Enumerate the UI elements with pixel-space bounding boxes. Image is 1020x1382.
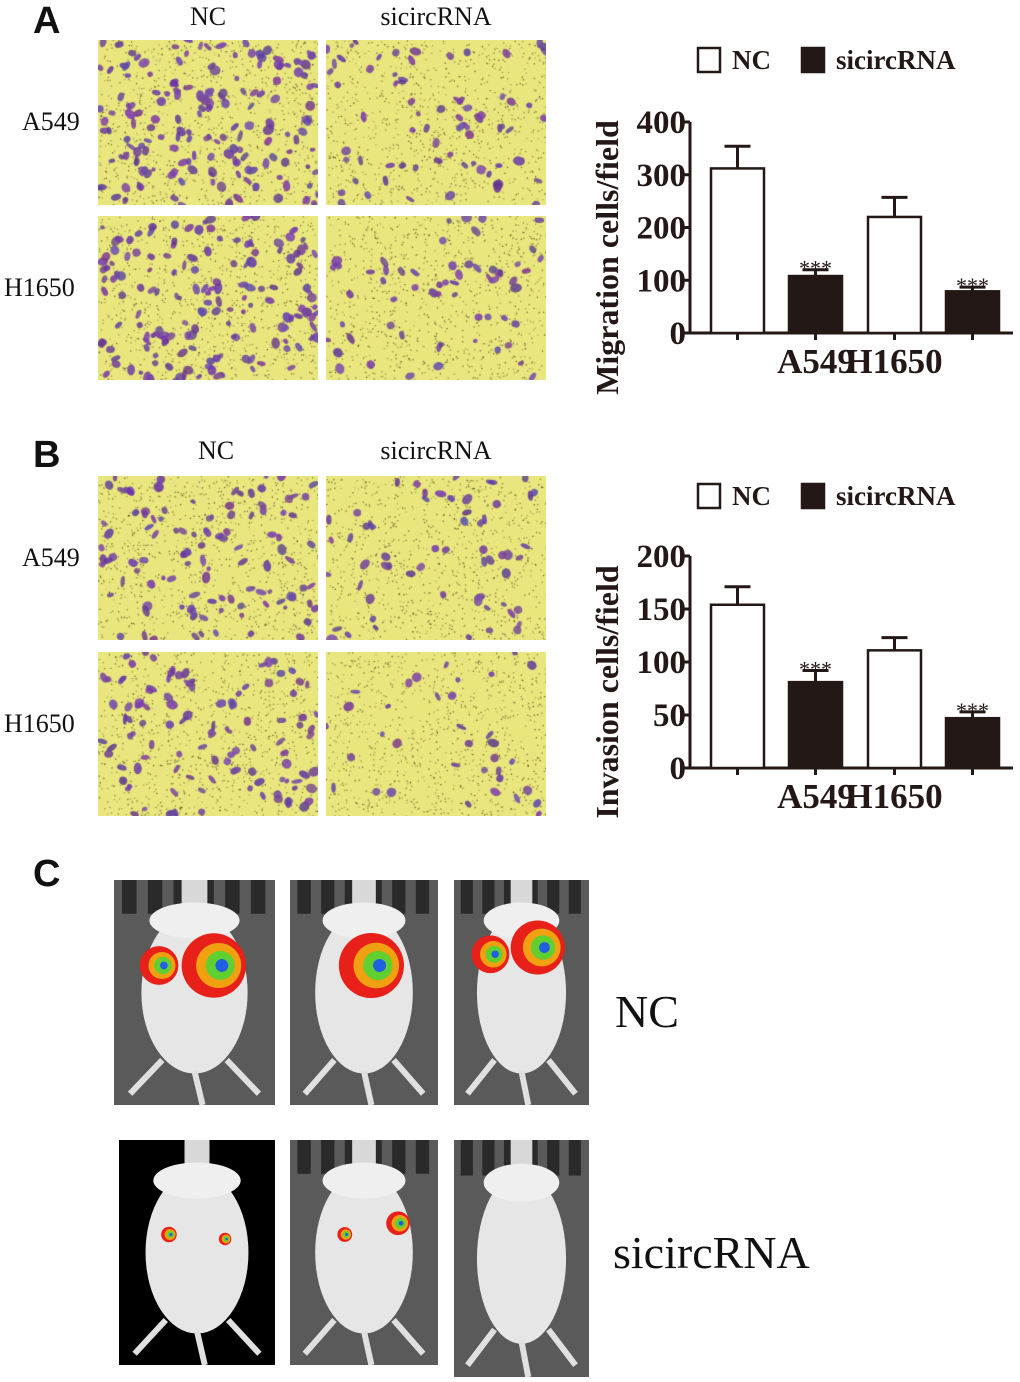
legend-swatch — [800, 46, 826, 74]
x-tick-label: H1650 — [845, 342, 942, 381]
bar-sicircRNA-H1650 — [944, 716, 1001, 770]
legend-label: sicircRNA — [836, 481, 956, 511]
significance-label: *** — [799, 256, 832, 281]
legend-label: NC — [732, 45, 771, 75]
legend-swatch — [800, 482, 826, 510]
bar-sicircRNA-A549 — [787, 274, 844, 335]
mouse-image-nc-3 — [454, 880, 589, 1105]
panel-b-row-h1650: H1650 — [4, 709, 75, 738]
panel-a-col-sicircrna: sicircRNA — [380, 2, 492, 31]
y-axis-label: Invasion cells/field — [589, 565, 625, 819]
y-tick-label: 100 — [637, 645, 687, 681]
migration-bar-chart: 0 100 200 300 400 Migration cells/field A549 **… — [589, 45, 1013, 395]
y-tick-label: 0 — [670, 316, 687, 352]
micrograph-a-h1650-sicircrna — [326, 216, 546, 380]
bar-NC-H1650 — [866, 649, 923, 770]
y-tick-label: 50 — [653, 698, 686, 734]
y-tick-label: 150 — [637, 592, 687, 628]
legend-label: sicircRNA — [836, 45, 956, 75]
invasion-bar-chart: 0 50 100 150 200 Invasion cells/field A549 *** H… — [589, 481, 1013, 819]
panel-c-row-nc: NC — [615, 986, 679, 1037]
bar-sicircRNA-H1650 — [944, 290, 1001, 335]
mouse-image-nc-2 — [290, 880, 438, 1105]
bar-NC-H1650 — [866, 215, 923, 335]
panel-b-label: B — [33, 434, 61, 476]
x-tick-label: A549 — [777, 342, 855, 381]
mouse-image-sicircrna-2 — [290, 1140, 438, 1365]
panel-b-col-nc: NC — [197, 436, 235, 465]
panel-c-row-sicircrna: sicircRNA — [613, 1227, 810, 1278]
bar-NC-A549 — [709, 603, 766, 770]
micrograph-b-a549-sicircrna — [326, 476, 546, 640]
y-tick-label: 400 — [637, 105, 687, 141]
mouse-body — [145, 1171, 249, 1334]
significance-label: *** — [956, 698, 989, 723]
panel-a-col-nc: NC — [189, 2, 227, 31]
mouse-image-sicircrna-3 — [454, 1140, 589, 1377]
significance-label: *** — [956, 273, 989, 298]
micrograph-b-h1650-sicircrna — [326, 652, 546, 816]
micrograph-a-a549-sicircrna — [326, 40, 546, 205]
micrograph-b-a549-nc — [98, 476, 318, 640]
mouse-image-nc-1 — [114, 880, 275, 1105]
legend-swatch — [696, 46, 722, 74]
micrograph-a-h1650-nc — [98, 216, 318, 380]
x-tick-label: A549 — [777, 777, 855, 816]
panel-b-col-sicircrna: sicircRNA — [380, 436, 492, 465]
mouse-body — [476, 1173, 567, 1344]
y-tick-label: 100 — [637, 263, 687, 299]
mouse-body — [315, 1171, 413, 1334]
bar-NC-A549 — [709, 167, 766, 335]
significance-label: *** — [799, 656, 832, 681]
y-tick-label: 200 — [637, 539, 687, 575]
y-tick-label: 0 — [670, 751, 687, 787]
panel-a-row-a549: A549 — [22, 107, 80, 136]
bar-sicircRNA-A549 — [787, 680, 844, 770]
legend-swatch — [696, 482, 722, 510]
panel-b-row-a549: A549 — [22, 543, 80, 572]
legend-label: NC — [732, 481, 771, 511]
y-tick-label: 300 — [637, 158, 687, 194]
micrograph-a-a549-nc — [98, 40, 318, 205]
mouse-image-sicircrna-1 — [119, 1140, 275, 1365]
y-axis-label: Migration cells/field — [589, 120, 625, 395]
micrograph-b-h1650-nc — [98, 652, 318, 816]
panel-c-label: C — [33, 853, 61, 895]
panel-a-label: A — [33, 0, 61, 42]
x-tick-label: H1650 — [845, 777, 942, 816]
panel-a-row-h1650: H1650 — [4, 273, 75, 302]
y-tick-label: 200 — [637, 211, 687, 247]
